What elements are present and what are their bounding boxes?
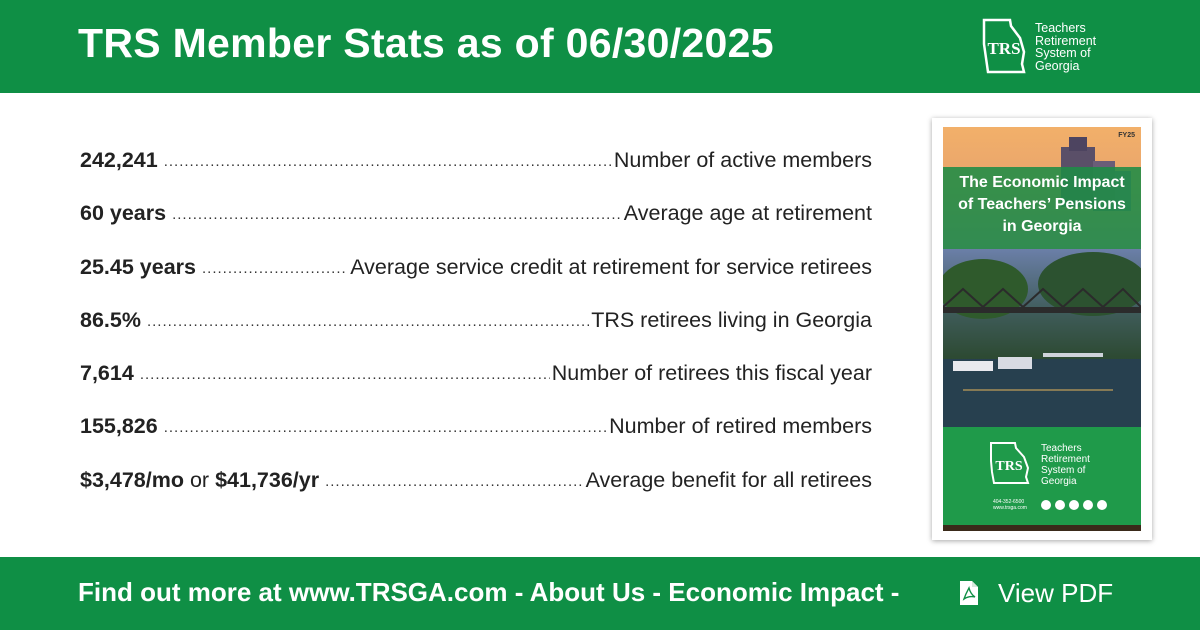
river-bridge-icon <box>943 252 1141 429</box>
footer-banner: Find out more at www.TRSGA.com - About U… <box>0 557 1200 630</box>
stat-row-retired-members: 155,826 ................................… <box>80 414 872 467</box>
leader-dots: ........................................… <box>201 259 348 277</box>
stat-label: TRS retirees living in Georgia <box>591 307 872 332</box>
stat-label: Number of retired members <box>609 414 872 439</box>
stat-value: 7,614 <box>80 361 134 386</box>
logo-mark: TRS <box>987 39 1020 58</box>
stat-value-connector: or <box>189 467 210 492</box>
stat-value-yearly: $41,736/yr <box>215 467 320 492</box>
leader-dots: ........................................… <box>172 206 622 224</box>
stat-row-average-benefit: $3,478/mo or $41,736/yr ................… <box>80 468 872 521</box>
stat-value-monthly: $3,478/mo <box>80 467 184 492</box>
economic-impact-report-thumbnail[interactable]: FY25 The Economic Impact of Teachers’ Pe… <box>932 118 1152 540</box>
leader-dots: ........................................… <box>139 366 550 384</box>
cover-title-line: of Teachers’ Pensions <box>958 196 1126 213</box>
stat-value: 242,241 <box>80 148 158 172</box>
leader-dots: ........................................… <box>163 153 612 170</box>
stat-value: $3,478/mo or $41,736/yr <box>80 468 319 493</box>
page-title: TRS Member Stats as of 06/30/2025 <box>78 20 774 66</box>
leader-dots: ........................................… <box>146 312 589 330</box>
cover-title-line: in Georgia <box>1002 218 1082 235</box>
stat-row-service-credit: 25.45 years ............................… <box>80 255 872 308</box>
spotify-icon <box>1083 500 1093 510</box>
cover-bottom-edge <box>943 525 1141 531</box>
stat-label: Average service credit at retirement for… <box>350 254 872 279</box>
stat-value: 86.5% <box>80 307 141 332</box>
fiscal-year-label: FY25 <box>1118 132 1135 139</box>
stat-label: Average age at retirement <box>623 201 872 226</box>
facebook-icon <box>1041 500 1051 510</box>
cover-title-band: The Economic Impact of Teachers’ Pension… <box>943 167 1141 249</box>
stat-value: 155,826 <box>80 414 158 439</box>
cover-org-name: Teachers Retirement System of Georgia <box>1041 443 1090 487</box>
stat-value: 60 years <box>80 201 167 226</box>
stat-label: Number of active members <box>613 148 872 172</box>
stat-value: 25.45 years <box>80 254 196 279</box>
report-cover: FY25 The Economic Impact of Teachers’ Pe… <box>943 127 1141 531</box>
youtube-icon <box>1069 500 1079 510</box>
stat-row-retirement-age: 60 years ...............................… <box>80 201 872 254</box>
stat-row-retirees-fiscal-year: 7,614 ..................................… <box>80 361 872 414</box>
stat-label: Number of retirees this fiscal year <box>551 361 872 386</box>
logo-text: Teachers Retirement System of Georgia <box>1035 21 1097 73</box>
cover-phone: 404-352-6500 <box>993 499 1025 505</box>
georgia-state-outline-icon: TRS <box>990 442 1030 484</box>
cover-contact: 404-352-6500 www.trsga.com <box>993 499 1027 511</box>
stat-row-retirees-in-georgia: 86.5% ..................................… <box>80 308 872 361</box>
cover-website: www.trsga.com <box>993 505 1027 511</box>
member-stats-list: 242,241 ................................… <box>80 148 872 521</box>
pdf-file-icon <box>960 581 978 605</box>
view-pdf-button[interactable]: View PDF <box>958 577 1113 609</box>
leader-dots: ........................................… <box>325 472 584 490</box>
cover-footer-block: TRS Teachers Retirement System of Georgi… <box>943 427 1141 531</box>
georgia-state-outline-icon: TRS <box>982 18 1026 74</box>
cover-river-scene-image <box>943 249 1141 429</box>
trs-logo[interactable]: TRS Teachers Retirement System of Georgi… <box>980 18 1180 76</box>
stat-row-active-members: 242,241 ................................… <box>80 148 872 201</box>
instagram-icon <box>1097 500 1107 510</box>
stat-label: Average benefit for all retirees <box>585 467 872 492</box>
linkedin-icon <box>1055 500 1065 510</box>
header-banner: TRS Member Stats as of 06/30/2025 TRS Te… <box>0 0 1200 93</box>
view-pdf-label: View PDF <box>998 577 1114 608</box>
cover-logo-mark: TRS <box>995 459 1022 474</box>
cover-title-line: The Economic Impact <box>959 174 1125 191</box>
footer-link-text[interactable]: Find out more at www.TRSGA.com - About U… <box>78 577 900 607</box>
cover-social-icons <box>1041 500 1107 510</box>
leader-dots: ........................................… <box>163 419 607 437</box>
